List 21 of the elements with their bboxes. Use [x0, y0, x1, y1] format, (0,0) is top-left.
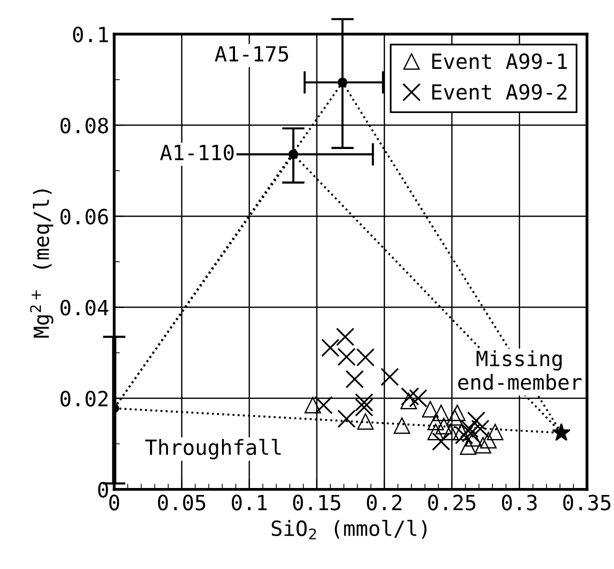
- x-tick-label: 0.15: [293, 494, 340, 510]
- legend-label: Event A99-1: [432, 53, 567, 70]
- x-tick-label: 0.1: [232, 494, 267, 510]
- x-tick-label: 0.3: [502, 494, 537, 510]
- text: Mg$^{2+}$ (meq/l): [30, 189, 54, 338]
- y-tick-label: 0.06: [60, 208, 108, 224]
- text: SiO$_{2}$ (mmol/l): [272, 520, 427, 540]
- annotation: Missing end-member: [458, 350, 582, 390]
- annotation: A1-175: [214, 46, 288, 62]
- x-tick-label: 0.35: [563, 494, 610, 510]
- y-tick-label: 0.08: [60, 118, 108, 134]
- annotation: A1-110: [160, 144, 234, 160]
- legend-label: Event A99-2: [432, 84, 566, 100]
- x-tick-label: 0.2: [366, 494, 402, 510]
- x-tick-label: 0: [109, 494, 120, 510]
- x-tick-label: 0.25: [428, 494, 476, 510]
- y-tick-label: 0.02: [60, 390, 108, 407]
- y-tick-label: 0.04: [60, 300, 108, 316]
- annotation: Throughfall: [145, 438, 281, 460]
- x-tick-label: 0.05: [158, 494, 206, 510]
- y-tick-label: 0.1: [73, 26, 108, 42]
